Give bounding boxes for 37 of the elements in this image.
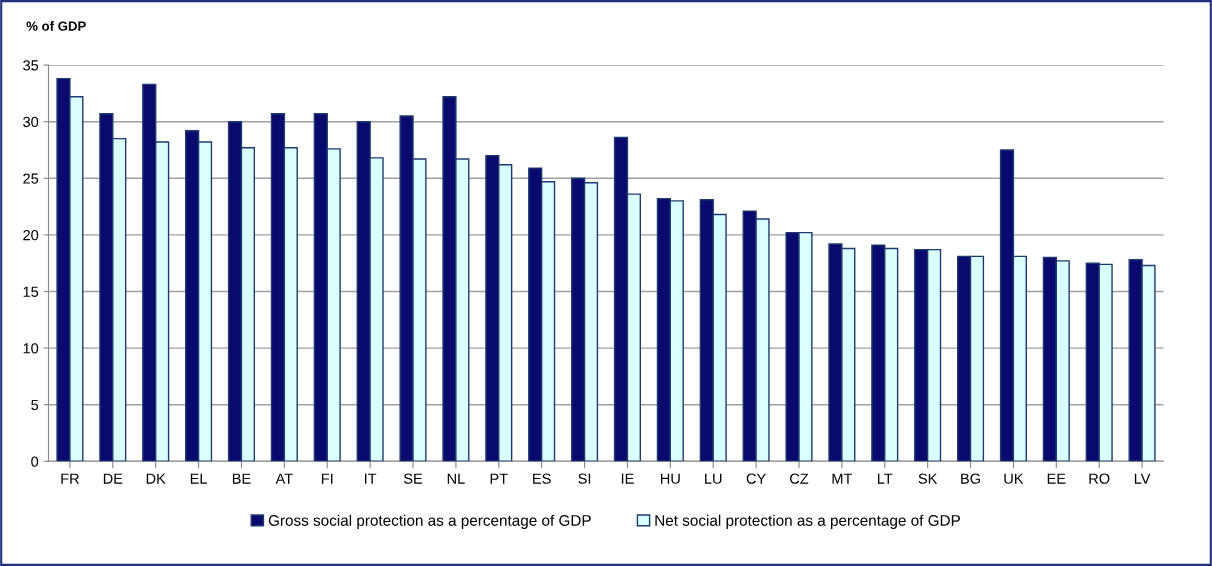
x-tick-label: UK	[1004, 473, 1024, 484]
x-tick-label: BE	[232, 473, 251, 484]
x-tick-label: EE	[1047, 473, 1066, 484]
x-tick-label: CZ	[790, 473, 809, 484]
y-tick-label: 20	[23, 229, 39, 241]
x-tick-label: LT	[877, 473, 893, 484]
x-tick-label: LU	[705, 473, 722, 484]
x-tick-label: BG	[961, 473, 980, 484]
y-tick-label: 25	[23, 173, 39, 184]
x-tick-label: DK	[146, 473, 166, 484]
y-tick-label: 10	[23, 343, 39, 354]
legend-label: Net social protection as a percentage of GDP	[655, 514, 960, 529]
x-tick-label: MT	[832, 473, 853, 484]
y-axis-title: % of GDP	[26, 21, 86, 31]
y-tick-label: 15	[23, 286, 39, 297]
x-tick-label: FI	[321, 473, 333, 484]
y-tick-label: 30	[23, 116, 39, 128]
x-tick-label: FR	[61, 473, 79, 484]
x-tick-label: IE	[621, 473, 634, 484]
y-tick-label: 35	[23, 60, 39, 71]
x-tick-label: DE	[103, 473, 123, 484]
x-tick-label: RO	[1089, 473, 1110, 484]
x-tick-label: EL	[190, 473, 208, 484]
y-tick-label: 5	[31, 399, 39, 411]
x-tick-label: NL	[447, 473, 465, 484]
x-tick-label: PT	[490, 473, 508, 484]
y-tick-label: 0	[31, 456, 39, 467]
x-tick-label: SI	[578, 473, 591, 484]
x-tick-label: CY	[746, 473, 766, 484]
x-tick-label: SE	[403, 473, 423, 484]
x-tick-label: AT	[275, 473, 293, 484]
x-tick-label: SK	[918, 473, 938, 484]
x-tick-label: LV	[1134, 473, 1151, 484]
x-tick-label: IT	[364, 473, 377, 484]
x-tick-label: ES	[533, 473, 551, 484]
legend-label: Gross social protection as a percentage of GDP	[268, 514, 591, 529]
x-tick-label: HU	[660, 473, 680, 484]
